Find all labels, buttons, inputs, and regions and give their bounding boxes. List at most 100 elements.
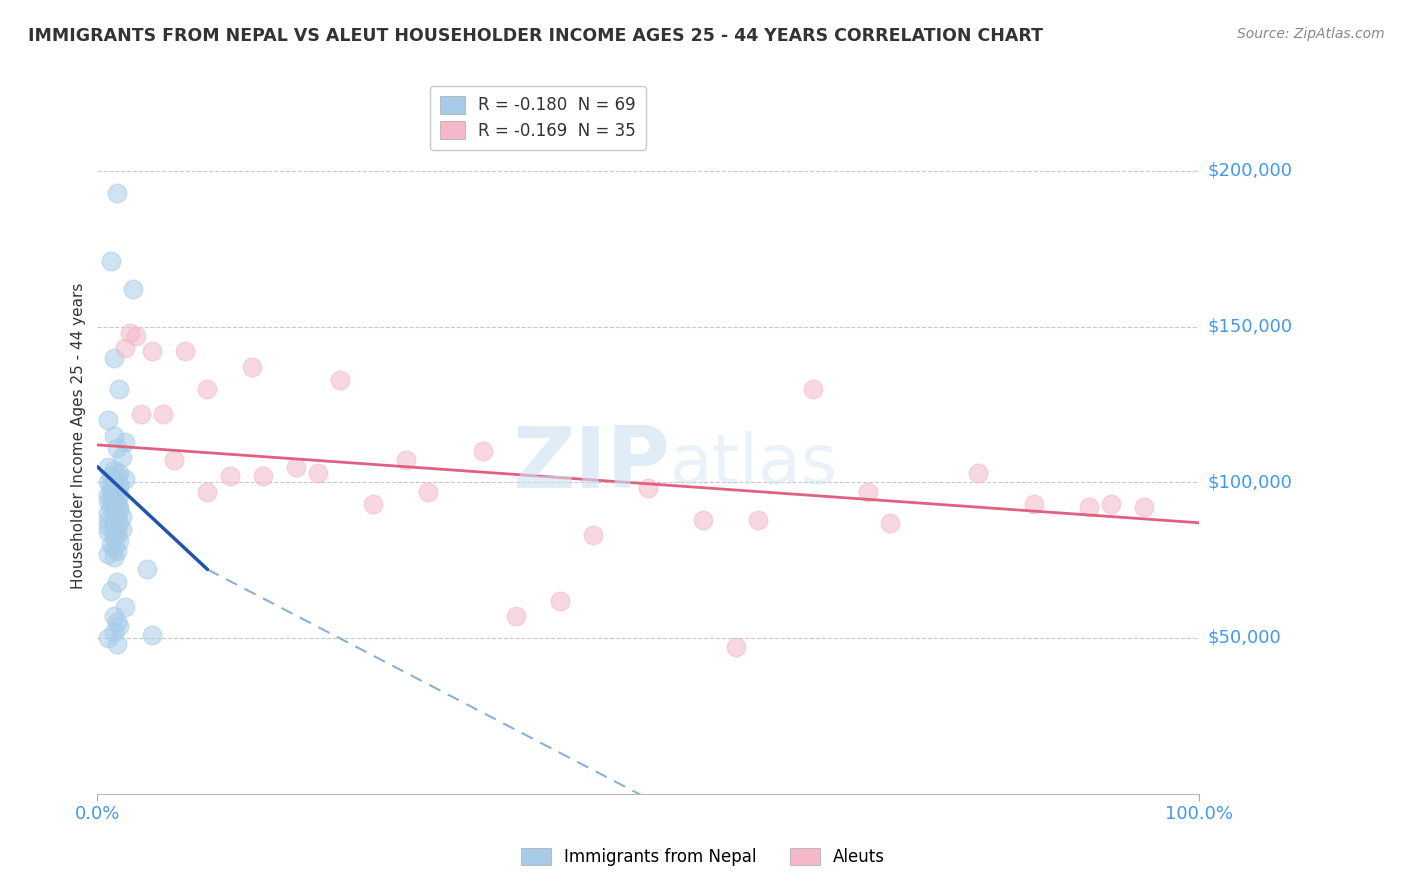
Point bbox=[505, 609, 527, 624]
Point bbox=[114, 599, 136, 614]
Point bbox=[97, 459, 120, 474]
Point bbox=[218, 469, 240, 483]
Point bbox=[97, 519, 120, 533]
Text: $100,000: $100,000 bbox=[1208, 474, 1292, 491]
Point bbox=[1132, 500, 1154, 515]
Point bbox=[100, 469, 122, 483]
Point bbox=[252, 469, 274, 483]
Point bbox=[105, 528, 128, 542]
Point bbox=[152, 407, 174, 421]
Point bbox=[103, 351, 125, 365]
Point bbox=[108, 488, 131, 502]
Point bbox=[103, 484, 125, 499]
Point bbox=[108, 482, 131, 496]
Point bbox=[197, 382, 219, 396]
Point bbox=[125, 329, 148, 343]
Point bbox=[105, 637, 128, 651]
Y-axis label: Householder Income Ages 25 - 44 years: Householder Income Ages 25 - 44 years bbox=[72, 283, 86, 589]
Point bbox=[131, 407, 153, 421]
Point bbox=[105, 469, 128, 483]
Point bbox=[725, 640, 748, 655]
Point bbox=[105, 516, 128, 530]
Point bbox=[103, 428, 125, 442]
Point bbox=[120, 326, 142, 340]
Point bbox=[100, 584, 122, 599]
Point bbox=[240, 359, 263, 374]
Point bbox=[284, 459, 307, 474]
Point bbox=[108, 466, 131, 480]
Point bbox=[801, 382, 824, 396]
Point bbox=[110, 522, 132, 536]
Point bbox=[105, 186, 128, 200]
Point bbox=[103, 503, 125, 517]
Point bbox=[858, 484, 880, 499]
Point bbox=[108, 382, 131, 396]
Point bbox=[97, 507, 120, 521]
Point bbox=[548, 593, 571, 607]
Text: Source: ZipAtlas.com: Source: ZipAtlas.com bbox=[1237, 27, 1385, 41]
Point bbox=[114, 434, 136, 449]
Point bbox=[103, 541, 125, 555]
Point bbox=[103, 519, 125, 533]
Point bbox=[103, 525, 125, 540]
Point bbox=[121, 282, 143, 296]
Point bbox=[97, 413, 120, 427]
Legend: Immigrants from Nepal, Aleuts: Immigrants from Nepal, Aleuts bbox=[512, 840, 894, 875]
Point bbox=[1022, 497, 1045, 511]
Point bbox=[108, 500, 131, 515]
Point bbox=[582, 528, 605, 542]
Point bbox=[100, 484, 122, 499]
Point bbox=[395, 453, 418, 467]
Point bbox=[100, 478, 122, 492]
Text: $150,000: $150,000 bbox=[1208, 318, 1292, 335]
Point bbox=[105, 522, 128, 536]
Point bbox=[103, 507, 125, 521]
Point bbox=[197, 484, 219, 499]
Point bbox=[103, 609, 125, 624]
Point bbox=[307, 466, 329, 480]
Point bbox=[110, 509, 132, 524]
Point bbox=[97, 488, 120, 502]
Point bbox=[692, 513, 714, 527]
Point bbox=[1099, 497, 1122, 511]
Point bbox=[1077, 500, 1099, 515]
Point bbox=[747, 513, 769, 527]
Point bbox=[97, 513, 120, 527]
Text: IMMIGRANTS FROM NEPAL VS ALEUT HOUSEHOLDER INCOME AGES 25 - 44 YEARS CORRELATION: IMMIGRANTS FROM NEPAL VS ALEUT HOUSEHOLD… bbox=[28, 27, 1043, 45]
Point bbox=[108, 478, 131, 492]
Point bbox=[103, 475, 125, 490]
Point bbox=[416, 484, 439, 499]
Point bbox=[174, 344, 197, 359]
Point bbox=[97, 475, 120, 490]
Point bbox=[103, 513, 125, 527]
Point bbox=[879, 516, 901, 530]
Point bbox=[637, 482, 659, 496]
Point bbox=[100, 254, 122, 268]
Point bbox=[135, 562, 157, 576]
Legend: R = -0.180  N = 69, R = -0.169  N = 35: R = -0.180 N = 69, R = -0.169 N = 35 bbox=[430, 86, 645, 150]
Point bbox=[108, 516, 131, 530]
Point bbox=[105, 543, 128, 558]
Text: atlas: atlas bbox=[671, 431, 838, 498]
Point bbox=[103, 531, 125, 545]
Point bbox=[114, 472, 136, 486]
Point bbox=[103, 624, 125, 639]
Point bbox=[97, 547, 120, 561]
Point bbox=[114, 342, 136, 356]
Point bbox=[105, 615, 128, 630]
Point bbox=[329, 372, 352, 386]
Text: $50,000: $50,000 bbox=[1208, 629, 1281, 647]
Point bbox=[100, 494, 122, 508]
Point bbox=[108, 618, 131, 632]
Point bbox=[361, 497, 384, 511]
Point bbox=[97, 631, 120, 645]
Point bbox=[471, 444, 494, 458]
Point bbox=[108, 503, 131, 517]
Point bbox=[163, 453, 186, 467]
Point bbox=[105, 441, 128, 455]
Point bbox=[105, 574, 128, 589]
Point bbox=[103, 497, 125, 511]
Text: ZIP: ZIP bbox=[512, 423, 671, 506]
Point bbox=[105, 491, 128, 505]
Point bbox=[110, 450, 132, 465]
